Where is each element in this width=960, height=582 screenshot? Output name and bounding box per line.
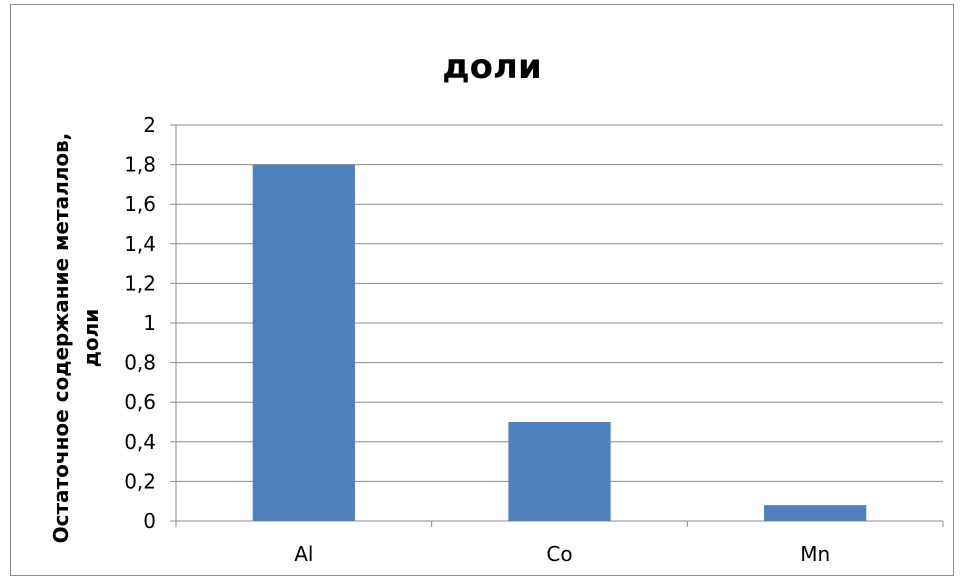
x-tick-label: Co <box>546 542 572 566</box>
y-tick-label: 2 <box>143 113 156 137</box>
y-tick-label: 1,2 <box>124 271 156 295</box>
y-tick-label: 0,6 <box>124 390 156 414</box>
y-tick-label: 0,2 <box>124 469 156 493</box>
y-axis-title-line-2: доли <box>79 309 103 368</box>
bar-mn <box>764 505 867 521</box>
y-tick-labels: 0 0,2 0,4 0,6 0,8 1 1,2 1,4 1,6 1,8 2 <box>124 113 156 533</box>
y-axis-title-line-1: Остаточное содержание металлов, <box>49 133 73 544</box>
y-tick-label: 0,4 <box>124 430 156 454</box>
y-tick-label: 1,4 <box>124 232 156 256</box>
y-tick-label: 1,8 <box>124 153 156 177</box>
bar-al <box>252 164 355 521</box>
x-tick-labels: Al Co Mn <box>294 542 830 566</box>
y-tick-label: 0 <box>143 509 156 533</box>
bars <box>252 164 867 521</box>
chart-frame <box>10 4 954 576</box>
x-tick-label: Al <box>294 542 313 566</box>
x-tick-label: Mn <box>800 542 830 566</box>
bar-co <box>508 422 611 521</box>
y-tick-label: 1,6 <box>124 192 156 216</box>
chart-title: доли <box>442 47 542 87</box>
y-tick-label: 0,8 <box>124 351 156 375</box>
y-tick-label: 1 <box>143 311 156 335</box>
